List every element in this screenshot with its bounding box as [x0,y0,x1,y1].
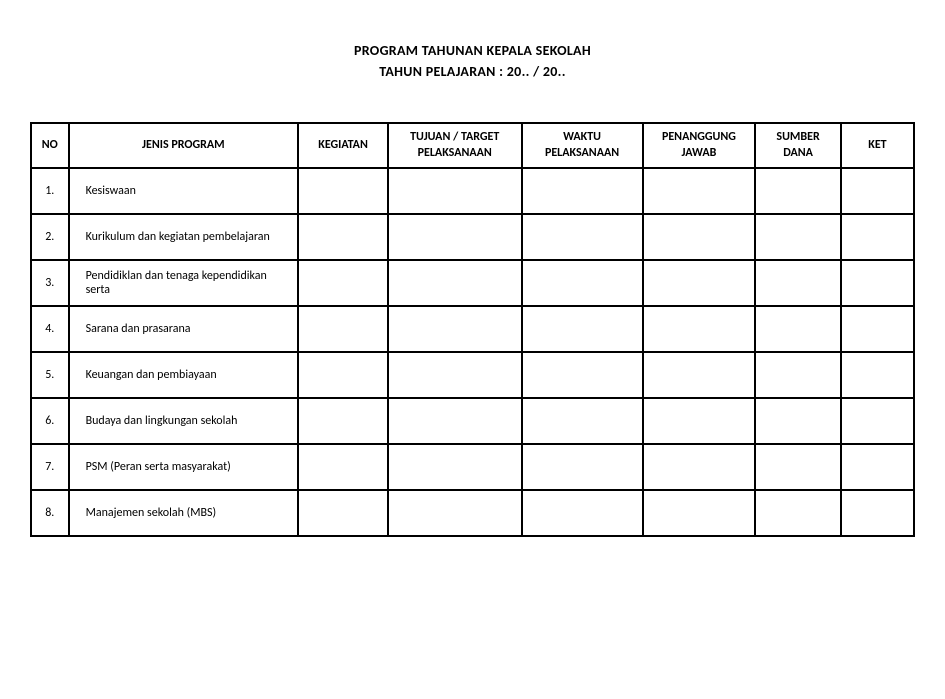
cell-waktu [522,398,643,444]
table-row: 5.Keuangan dan pembiayaan [31,352,914,398]
cell-sumber [755,352,841,398]
cell-kegiatan [298,398,388,444]
cell-tujuan [388,490,522,536]
cell-no: 5. [31,352,69,398]
cell-no: 6. [31,398,69,444]
col-header-program: JENIS PROGRAM [69,123,299,168]
cell-ket [841,490,914,536]
cell-kegiatan [298,260,388,306]
cell-tujuan [388,398,522,444]
cell-program: Budaya dan lingkungan sekolah [69,398,299,444]
cell-ket [841,168,914,214]
cell-waktu [522,168,643,214]
cell-program: PSM (Peran serta masyarakat) [69,444,299,490]
cell-no: 8. [31,490,69,536]
cell-ket [841,352,914,398]
cell-program: Pendidiklan dan tenaga kependidikan sert… [69,260,299,306]
col-header-pj: PENANGGUNG JAWAB [643,123,756,168]
cell-no: 3. [31,260,69,306]
table-row: 4.Sarana dan prasarana [31,306,914,352]
cell-kegiatan [298,352,388,398]
cell-no: 2. [31,214,69,260]
cell-program: Sarana dan prasarana [69,306,299,352]
cell-kegiatan [298,306,388,352]
table-body: 1.Kesiswaan2.Kurikulum dan kegiatan pemb… [31,168,914,536]
table-row: 7.PSM (Peran serta masyarakat) [31,444,914,490]
cell-ket [841,306,914,352]
cell-tujuan [388,444,522,490]
table-row: 8.Manajemen sekolah (MBS) [31,490,914,536]
cell-waktu [522,214,643,260]
cell-no: 4. [31,306,69,352]
cell-sumber [755,444,841,490]
cell-no: 7. [31,444,69,490]
col-header-no: NO [31,123,69,168]
cell-tujuan [388,352,522,398]
cell-ket [841,444,914,490]
cell-pj [643,168,756,214]
cell-waktu [522,260,643,306]
cell-sumber [755,490,841,536]
table-row: 1.Kesiswaan [31,168,914,214]
cell-kegiatan [298,214,388,260]
cell-tujuan [388,306,522,352]
cell-sumber [755,306,841,352]
cell-tujuan [388,168,522,214]
cell-program: Keuangan dan pembiayaan [69,352,299,398]
cell-sumber [755,260,841,306]
col-header-waktu: WAKTU PELAKSANAAN [522,123,643,168]
cell-program: Kesiswaan [69,168,299,214]
header-line-2: TAHUN PELAJARAN : 20.. / 20.. [30,61,915,82]
cell-ket [841,214,914,260]
cell-waktu [522,352,643,398]
cell-tujuan [388,260,522,306]
cell-waktu [522,306,643,352]
cell-kegiatan [298,490,388,536]
cell-pj [643,260,756,306]
cell-no: 1. [31,168,69,214]
header-line-1: PROGRAM TAHUNAN KEPALA SEKOLAH [30,40,915,61]
cell-pj [643,214,756,260]
cell-program: Kurikulum dan kegiatan pembelajaran [69,214,299,260]
cell-kegiatan [298,168,388,214]
table-row: 2.Kurikulum dan kegiatan pembelajaran [31,214,914,260]
cell-sumber [755,214,841,260]
cell-program: Manajemen sekolah (MBS) [69,490,299,536]
cell-tujuan [388,214,522,260]
cell-pj [643,306,756,352]
cell-pj [643,444,756,490]
document-header: PROGRAM TAHUNAN KEPALA SEKOLAH TAHUN PEL… [30,40,915,82]
col-header-tujuan: TUJUAN / TARGET PELAKSANAAN [388,123,522,168]
cell-kegiatan [298,444,388,490]
cell-pj [643,398,756,444]
cell-ket [841,398,914,444]
cell-pj [643,352,756,398]
table-row: 6.Budaya dan lingkungan sekolah [31,398,914,444]
cell-waktu [522,490,643,536]
cell-sumber [755,398,841,444]
table-row: 3.Pendidiklan dan tenaga kependidikan se… [31,260,914,306]
cell-waktu [522,444,643,490]
col-header-sumber: SUMBER DANA [755,123,841,168]
col-header-kegiatan: KEGIATAN [298,123,388,168]
table-header-row: NO JENIS PROGRAM KEGIATAN TUJUAN / TARGE… [31,123,914,168]
cell-ket [841,260,914,306]
program-table: NO JENIS PROGRAM KEGIATAN TUJUAN / TARGE… [30,122,915,537]
cell-sumber [755,168,841,214]
col-header-ket: KET [841,123,914,168]
cell-pj [643,490,756,536]
